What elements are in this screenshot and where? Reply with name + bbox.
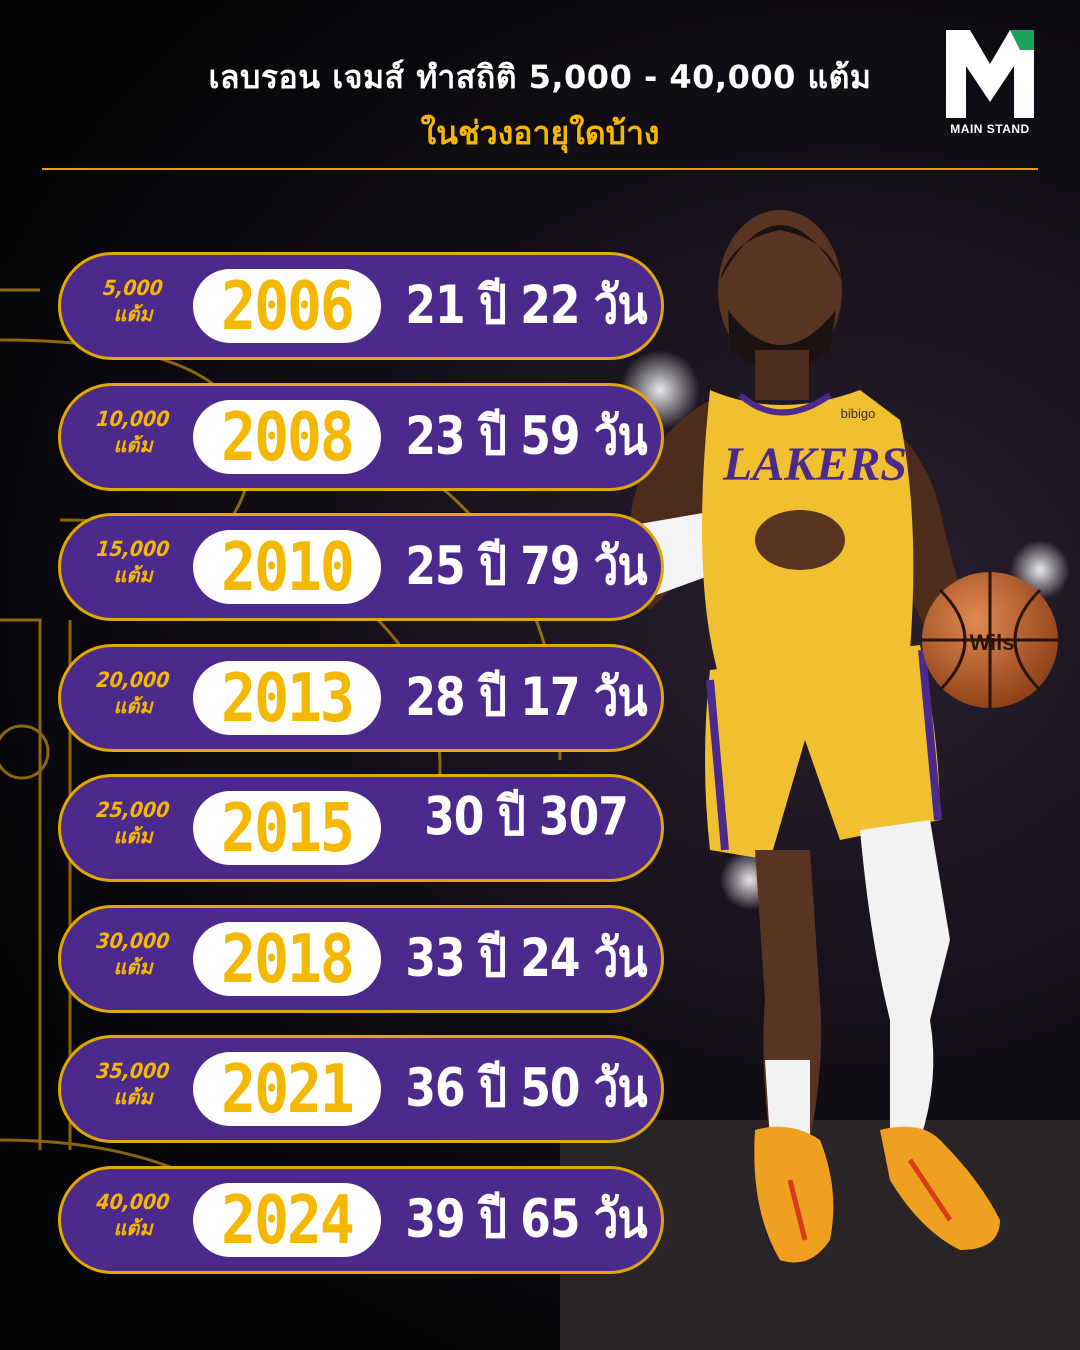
- jersey-lettering: LAKERS: [722, 438, 907, 491]
- milestone-year: 2010: [221, 527, 355, 607]
- milestone-year: 2021: [221, 1049, 355, 1129]
- points-unit: แต้ม: [113, 302, 153, 326]
- milestone-points: 5,000 แต้ม: [87, 275, 179, 327]
- year-badge: 2024: [193, 1181, 381, 1259]
- milestone-year: 2024: [221, 1180, 355, 1260]
- points-unit: แต้ม: [113, 1216, 153, 1240]
- points-value: 10,000: [95, 407, 171, 431]
- points-unit: แต้ม: [113, 694, 153, 718]
- milestone-row: 30,000 แต้ม 2018 33 ปี 24 วัน: [58, 905, 664, 1013]
- year-badge: 2010: [193, 528, 381, 606]
- milestone-age: 28 ปี 17 วัน: [405, 666, 647, 728]
- milestone-age: 36 ปี 50 วัน: [405, 1057, 647, 1119]
- points-value: 35,000: [95, 1059, 171, 1083]
- milestone-points: 20,000 แต้ม: [87, 667, 179, 719]
- points-value: 40,000: [95, 1190, 171, 1214]
- milestone-row: 35,000 แต้ม 2021 36 ปี 50 วัน: [58, 1035, 664, 1143]
- milestone-age: 23 ปี 59 วัน: [405, 405, 647, 467]
- milestone-row: 15,000 แต้ม 2010 25 ปี 79 วัน: [58, 513, 664, 621]
- milestone-age: 39 ปี 65 วัน: [405, 1188, 647, 1250]
- sponsor-lettering: bibigo: [841, 406, 876, 421]
- points-unit: แต้ม: [113, 1085, 153, 1109]
- milestone-year: 2008: [221, 397, 355, 477]
- milestone-row: 10,000 แต้ม 2008 23 ปี 59 วัน: [58, 383, 664, 491]
- milestone-points: 40,000 แต้ม: [87, 1189, 179, 1241]
- logo-wordmark: MAIN STAND: [950, 122, 1030, 136]
- points-value: 30,000: [95, 929, 171, 953]
- points-value: 20,000: [95, 668, 171, 692]
- page-title: เลบรอน เจมส์ ทำสถิติ 5,000 - 40,000 แต้ม: [208, 58, 872, 96]
- milestone-year: 2015: [221, 788, 355, 868]
- page-subtitle: ในช่วงอายุใดบ้าง: [420, 114, 660, 152]
- milestone-year: 2018: [221, 919, 355, 999]
- milestone-points: 15,000 แต้ม: [87, 536, 179, 588]
- points-unit: แต้ม: [113, 824, 153, 848]
- milestone-year: 2013: [221, 658, 355, 738]
- points-value: 25,000: [95, 798, 171, 822]
- points-unit: แต้ม: [113, 563, 153, 587]
- main-stand-logo: [946, 30, 1034, 118]
- year-badge: 2015: [193, 789, 381, 867]
- points-unit: แต้ม: [113, 433, 153, 457]
- year-badge: 2006: [193, 267, 381, 345]
- milestone-row: 20,000 แต้ม 2013 28 ปี 17 วัน: [58, 644, 664, 752]
- milestone-points: 25,000 แต้ม: [87, 797, 179, 849]
- milestone-points: 30,000 แต้ม: [87, 928, 179, 980]
- year-badge: 2018: [193, 920, 381, 998]
- ball-lettering: Wils: [969, 630, 1014, 655]
- milestone-age: 21 ปี 22 วัน: [405, 274, 647, 336]
- year-badge: 2021: [193, 1050, 381, 1128]
- milestone-points: 10,000 แต้ม: [87, 406, 179, 458]
- year-badge: 2013: [193, 659, 381, 737]
- milestone-age: 25 ปี 79 วัน: [405, 535, 647, 597]
- header-divider: [42, 168, 1038, 170]
- year-badge: 2008: [193, 398, 381, 476]
- milestone-row: 40,000 แต้ม 2024 39 ปี 65 วัน: [58, 1166, 664, 1274]
- milestone-points: 35,000 แต้ม: [87, 1058, 179, 1110]
- points-value: 5,000: [101, 276, 165, 300]
- points-value: 15,000: [95, 537, 171, 561]
- points-unit: แต้ม: [113, 955, 153, 979]
- milestone-year: 2006: [221, 266, 355, 346]
- milestone-age: 33 ปี 24 วัน: [405, 927, 647, 989]
- milestone-row: 5,000 แต้ม 2006 21 ปี 22 วัน: [58, 252, 664, 360]
